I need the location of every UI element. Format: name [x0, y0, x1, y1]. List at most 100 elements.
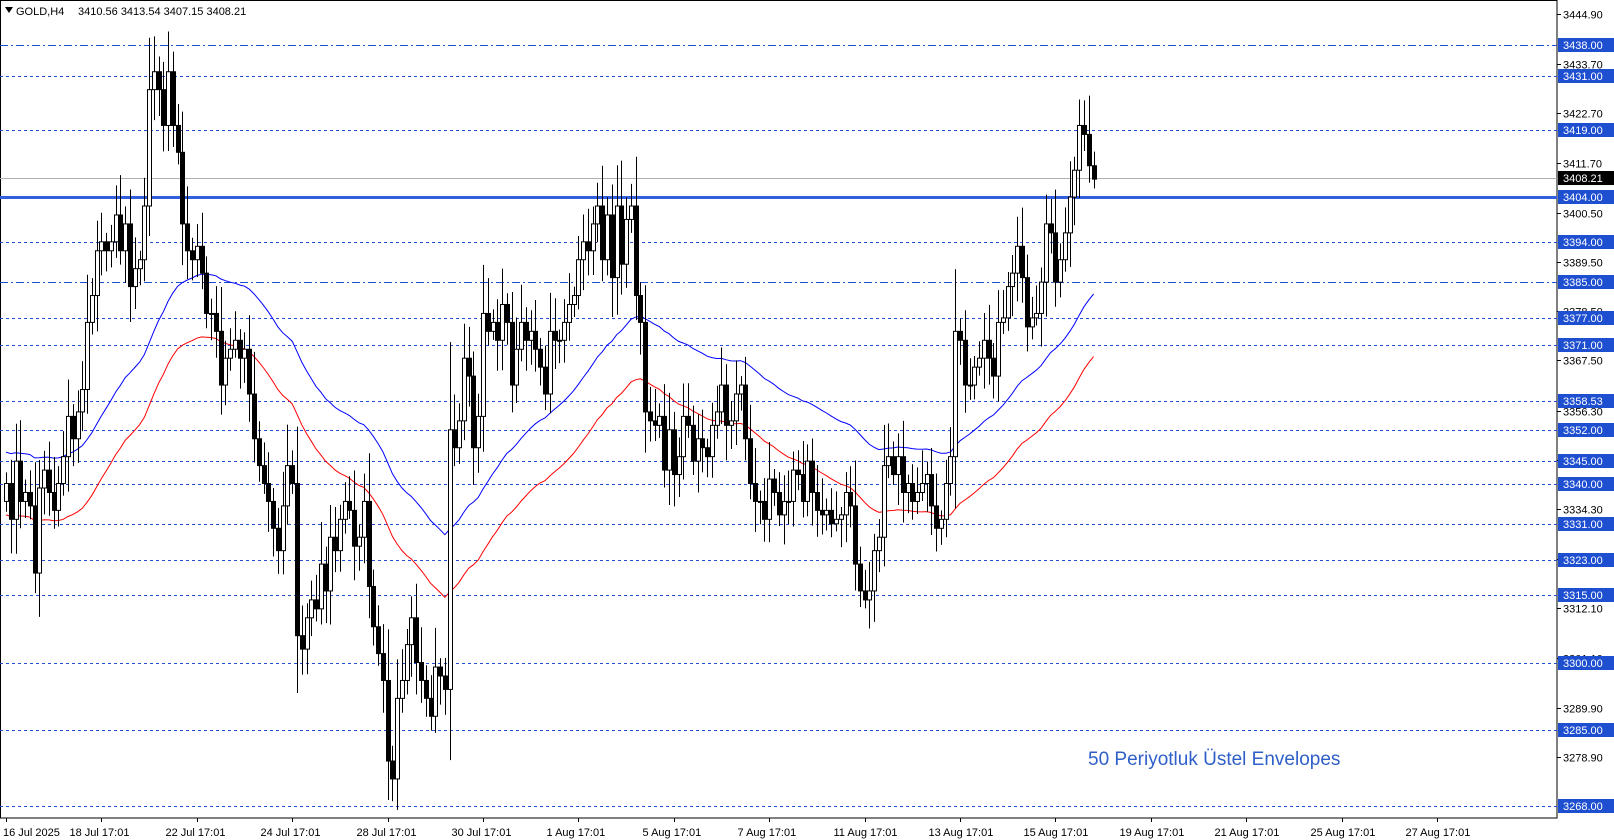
candle-body: [820, 509, 825, 516]
candle-body: [772, 478, 777, 493]
candle-body: [557, 339, 562, 342]
candle-body: [762, 500, 767, 520]
level-price-tag: [1558, 477, 1614, 491]
candle-body: [1044, 223, 1049, 283]
y-tick-label: 3444.90: [1563, 10, 1603, 22]
candle-body: [104, 241, 109, 252]
candle-body: [653, 420, 658, 426]
candle-body: [409, 617, 414, 646]
candle-body: [166, 71, 171, 126]
candle-body: [362, 500, 367, 538]
y-tick-label: 3278.90: [1563, 753, 1603, 765]
candle-body: [562, 321, 567, 341]
candle-body: [481, 312, 486, 417]
candle-body: [567, 303, 572, 323]
candle-body: [944, 483, 949, 520]
level-price-tag-label: 3404.00: [1563, 192, 1603, 204]
candle-body: [491, 321, 496, 332]
candle-body: [629, 205, 634, 220]
level-price-tag-label: 3371.00: [1563, 340, 1603, 352]
y-tick-label: 3433.70: [1563, 60, 1603, 72]
candle-body: [948, 456, 953, 485]
candle-body: [987, 339, 992, 359]
plot-frame: [0, 0, 1558, 819]
candle-body: [257, 438, 262, 467]
level-price-tag: [1558, 799, 1614, 813]
candle-body: [710, 424, 715, 458]
candle-body: [190, 250, 195, 261]
candle-body: [338, 518, 343, 552]
candle-body: [204, 272, 209, 314]
candle-body: [758, 500, 763, 503]
candle-body: [233, 339, 238, 350]
candle-body: [839, 514, 844, 520]
candle-body: [586, 241, 591, 252]
candle-body: [52, 491, 57, 511]
price-axis: 3444.90 3433.70 3422.70 3411.70 3400.50 3389.…: [1557, 10, 1614, 813]
candle-body: [71, 415, 76, 440]
level-price-tag-label: 3377.00: [1563, 313, 1603, 325]
candle-body: [605, 214, 610, 261]
candle-body: [4, 483, 9, 502]
candle-body: [724, 384, 729, 426]
candle-body: [953, 330, 958, 458]
current-price-tag: [1558, 171, 1614, 185]
x-tick-label: 11 Aug 17:01: [834, 827, 898, 839]
level-price-tag-label: 3285.00: [1563, 725, 1603, 737]
candle-body: [295, 483, 300, 637]
candle-body: [524, 321, 529, 341]
level-price-tag-label: 3345.00: [1563, 456, 1603, 468]
candle-body: [968, 384, 973, 387]
candle-body: [748, 438, 753, 485]
candle-body: [433, 666, 438, 717]
candle-body: [95, 250, 100, 297]
candle-body: [42, 469, 47, 489]
candle-body: [242, 348, 247, 359]
level-price-tag: [1558, 423, 1614, 437]
level-price-tag: [1558, 235, 1614, 249]
candle-body: [739, 384, 744, 395]
level-price-tag: [1558, 723, 1614, 737]
candle-body: [672, 429, 677, 476]
candle-body: [734, 393, 739, 422]
candle-body: [281, 505, 286, 552]
upper-envelope-line: [5, 273, 1094, 536]
candle-body: [901, 456, 906, 493]
candle-body: [343, 500, 348, 520]
candle-body: [1053, 232, 1058, 283]
candle-body: [228, 348, 233, 359]
candle-body: [371, 585, 376, 628]
candle-body: [324, 563, 329, 592]
symbol-dropdown-icon[interactable]: [5, 7, 13, 13]
candle-body: [572, 295, 577, 305]
y-tick-label: 3389.50: [1563, 258, 1603, 270]
candle-body: [1034, 312, 1039, 319]
candle-body: [180, 151, 185, 225]
candle-body: [419, 662, 424, 681]
candle-body: [667, 429, 672, 471]
candle-body: [824, 509, 829, 516]
candles: [4, 31, 1097, 810]
candle-body: [438, 666, 443, 677]
candle-body: [471, 375, 476, 449]
level-price-tag-label: 3431.00: [1563, 71, 1603, 83]
candle-body: [157, 71, 162, 91]
candle-body: [495, 321, 500, 341]
level-price-tag: [1558, 394, 1614, 408]
candle-body: [429, 697, 434, 717]
candle-body: [600, 205, 605, 261]
level-price-tag: [1558, 311, 1614, 325]
candle-body: [681, 415, 686, 458]
candle-body: [991, 357, 996, 377]
candle-body: [796, 469, 801, 476]
level-price-tag: [1558, 123, 1614, 137]
candle-body: [99, 241, 104, 252]
candle-body: [443, 675, 448, 690]
candle-body: [381, 653, 386, 681]
candle-body: [867, 590, 872, 601]
candle-body: [505, 303, 510, 323]
candle-body: [576, 259, 581, 297]
y-tick-label: 3312.10: [1563, 604, 1603, 616]
candle-body: [543, 366, 548, 395]
